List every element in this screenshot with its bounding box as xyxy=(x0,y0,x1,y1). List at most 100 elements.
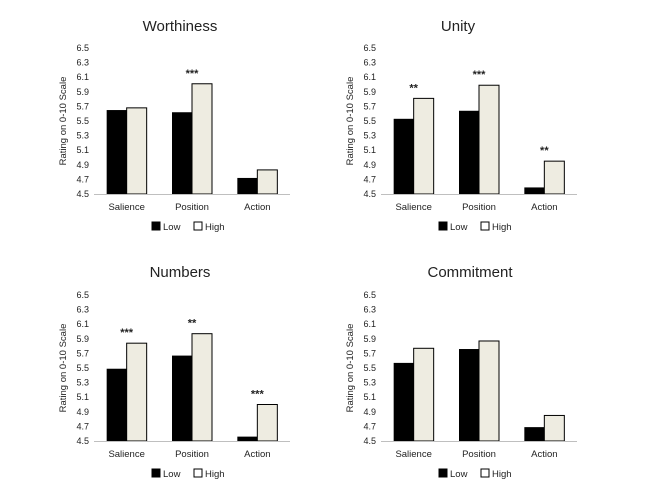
unity-bar-position-high xyxy=(478,84,500,195)
numbers-xtick-position: Position xyxy=(175,449,209,460)
commitment-bar-salience-high xyxy=(413,347,435,442)
numbers-bar-salience-high xyxy=(126,342,148,442)
commitment-legend-label-low: Low xyxy=(450,469,468,480)
numbers-legend-swatch-high xyxy=(193,468,203,478)
unity-significance-action: ** xyxy=(540,145,549,157)
worthiness-bar-position-high xyxy=(191,83,213,195)
unity-xtick-action: Action xyxy=(531,202,557,213)
unity-ytick-3: 5.1 xyxy=(363,145,376,155)
commitment-bar-action-high xyxy=(543,414,565,442)
worthiness-legend-label-high: High xyxy=(205,222,225,233)
worthiness-ytick-5: 5.5 xyxy=(76,116,89,126)
worthiness-bar-position-low xyxy=(172,112,192,194)
unity-ytick-1: 4.7 xyxy=(363,174,376,184)
unity-bar-position-low xyxy=(459,110,479,194)
numbers-significance-salience: *** xyxy=(120,327,134,339)
numbers-legend-label-high: High xyxy=(205,469,225,480)
unity-ytick-7: 5.9 xyxy=(363,87,376,97)
numbers-ytick-4: 5.3 xyxy=(76,378,89,388)
unity-title: Unity xyxy=(441,18,476,35)
worthiness-legend-swatch-high xyxy=(193,221,203,231)
unity-ytick-0: 4.5 xyxy=(363,189,376,199)
worthiness-ytick-3: 5.1 xyxy=(76,145,89,155)
commitment-ytick-6: 5.7 xyxy=(363,348,376,358)
numbers-legend-label-low: Low xyxy=(163,469,181,480)
commitment-ytick-10: 6.5 xyxy=(363,290,376,300)
worthiness-ytick-1: 4.7 xyxy=(76,174,89,184)
numbers-ytick-9: 6.3 xyxy=(76,305,89,315)
numbers-bar-salience-low xyxy=(106,368,127,441)
numbers-ytick-0: 4.5 xyxy=(76,436,89,446)
worthiness-bar-salience-low xyxy=(106,110,127,194)
worthiness-xtick-salience: Salience xyxy=(108,202,144,213)
unity-ytick-6: 5.7 xyxy=(363,101,376,111)
worthiness-ytick-9: 6.3 xyxy=(76,58,89,68)
worthiness-ylabel: Rating on 0-10 Scale xyxy=(58,77,69,166)
numbers-ylabel: Rating on 0-10 Scale xyxy=(58,324,69,413)
worthiness-ytick-0: 4.5 xyxy=(76,189,89,199)
worthiness-bar-action-low xyxy=(237,177,258,194)
worthiness-xtick-action: Action xyxy=(244,202,270,213)
commitment-bar-salience-low xyxy=(393,362,414,441)
worthiness-xtick-position: Position xyxy=(175,202,209,213)
worthiness-ytick-10: 6.5 xyxy=(76,43,89,53)
numbers-bar-action-high xyxy=(256,404,278,442)
unity-bar-salience-high xyxy=(413,97,435,195)
commitment-ytick-2: 4.9 xyxy=(363,407,376,417)
commitment-ylabel: Rating on 0-10 Scale xyxy=(345,324,356,413)
worthiness-ytick-7: 5.9 xyxy=(76,87,89,97)
commitment-ytick-3: 5.1 xyxy=(363,392,376,402)
worthiness-ytick-6: 5.7 xyxy=(76,101,89,111)
unity-significance-salience: ** xyxy=(409,82,418,94)
unity-ylabel: Rating on 0-10 Scale xyxy=(345,77,356,166)
commitment-xtick-salience: Salience xyxy=(395,449,431,460)
commitment-xtick-position: Position xyxy=(462,449,496,460)
numbers-ytick-5: 5.5 xyxy=(76,363,89,373)
commitment-title: Commitment xyxy=(427,264,513,281)
numbers-title: Numbers xyxy=(150,264,211,281)
commitment-bar-position-high xyxy=(478,340,500,442)
worthiness-significance-position: *** xyxy=(186,68,200,80)
unity-xtick-position: Position xyxy=(462,202,496,213)
worthiness-ytick-8: 6.1 xyxy=(76,72,89,82)
commitment-legend-swatch-low xyxy=(438,468,448,478)
unity-ytick-9: 6.3 xyxy=(363,58,376,68)
commitment-legend-label-high: High xyxy=(492,469,512,480)
numbers-ytick-1: 4.7 xyxy=(76,421,89,431)
commitment-bar-action-low xyxy=(524,427,545,441)
commitment-legend-swatch-high xyxy=(480,468,490,478)
numbers-legend-swatch-low xyxy=(151,468,161,478)
commitment-ytick-4: 5.3 xyxy=(363,378,376,388)
unity-legend-label-high: High xyxy=(492,222,512,233)
unity-legend-swatch-high xyxy=(480,221,490,231)
worthiness-legend-label-low: Low xyxy=(163,222,181,233)
numbers-bar-position-low xyxy=(172,355,192,441)
unity-legend-label-low: Low xyxy=(450,222,468,233)
unity-ytick-8: 6.1 xyxy=(363,72,376,82)
unity-ytick-4: 5.3 xyxy=(363,131,376,141)
unity-bar-action-low xyxy=(524,187,545,194)
worthiness-ytick-2: 4.9 xyxy=(76,160,89,170)
commitment-ytick-5: 5.5 xyxy=(363,363,376,373)
worthiness-bar-salience-high xyxy=(126,107,148,195)
commitment-ytick-0: 4.5 xyxy=(363,436,376,446)
numbers-xtick-action: Action xyxy=(244,449,270,460)
numbers-ytick-6: 5.7 xyxy=(76,348,89,358)
unity-ytick-5: 5.5 xyxy=(363,116,376,126)
commitment-bar-position-low xyxy=(459,349,479,441)
unity-xtick-salience: Salience xyxy=(395,202,431,213)
numbers-bar-position-high xyxy=(191,333,213,442)
commitment-xtick-action: Action xyxy=(531,449,557,460)
commitment-ytick-8: 6.1 xyxy=(363,319,376,329)
numbers-ytick-3: 5.1 xyxy=(76,392,89,402)
unity-ytick-2: 4.9 xyxy=(363,160,376,170)
unity-bar-action-high xyxy=(543,160,565,195)
commitment-ytick-7: 5.9 xyxy=(363,334,376,344)
commitment-ytick-9: 6.3 xyxy=(363,305,376,315)
worthiness-bar-action-high xyxy=(256,169,278,195)
numbers-bar-action-low xyxy=(237,436,258,441)
worthiness-title: Worthiness xyxy=(143,18,218,35)
numbers-significance-position: ** xyxy=(188,318,197,330)
unity-significance-position: *** xyxy=(473,69,487,81)
unity-ytick-10: 6.5 xyxy=(363,43,376,53)
